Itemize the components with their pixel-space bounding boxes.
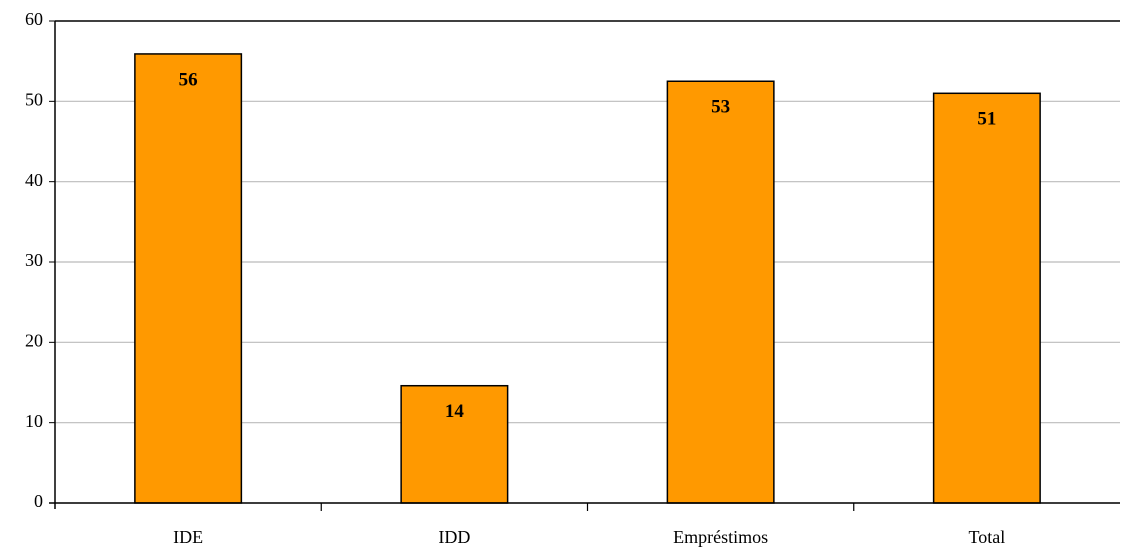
y-tick-label: 60 — [25, 9, 43, 29]
x-tick-label: Empréstimos — [673, 527, 768, 547]
bar — [134, 53, 243, 504]
x-tick-label: IDE — [173, 527, 203, 547]
value-label: 51 — [977, 109, 996, 130]
value-label: 53 — [711, 97, 730, 118]
x-tick-label: Total — [969, 527, 1006, 547]
bar — [666, 80, 775, 504]
value-label: 56 — [179, 69, 198, 90]
y-tick-label: 10 — [25, 411, 43, 431]
x-tick-label: IDD — [438, 527, 470, 547]
value-label: 14 — [445, 401, 465, 422]
y-tick-label: 40 — [25, 170, 43, 190]
bar — [400, 384, 509, 504]
y-tick-label: 50 — [25, 89, 43, 109]
bar — [932, 92, 1041, 504]
y-tick-label: 0 — [34, 491, 43, 511]
y-tick-label: 30 — [25, 250, 43, 270]
y-tick-label: 20 — [25, 330, 43, 350]
